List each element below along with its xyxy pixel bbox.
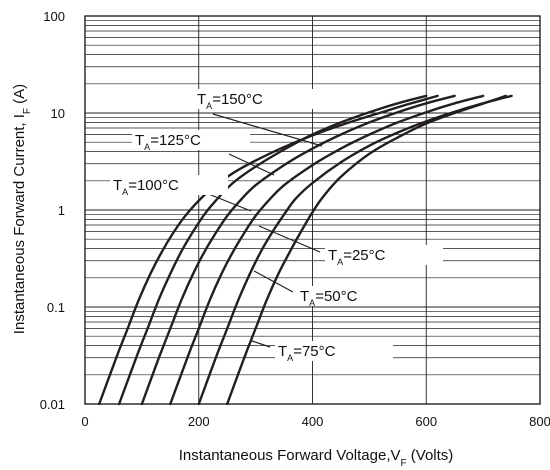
curve-label-prefix: T [135,132,144,149]
curve-label-suffix: =100°C [128,177,179,194]
curve-label-background [275,341,393,361]
curve-label-suffix: =25°C [343,247,385,264]
y-axis-label: Instantaneous Forward Current, IF (A) [11,84,33,334]
curve-labels: TA=150°CTA=125°CTA=100°CTA=25°CTA=50°CTA… [110,89,443,363]
curve-label: TA=25°C [328,247,386,267]
y-tick-label: 0.01 [40,397,65,412]
curve-label: TA=75°C [278,343,336,363]
leader-line [258,225,321,253]
curve-label-suffix: =125°C [150,132,201,149]
curve-label-suffix: =50°C [315,288,357,305]
series-line-3 [140,94,456,406]
x-tick-label: 800 [529,414,550,429]
leader-line [228,153,275,176]
curve-label-prefix: T [278,343,287,360]
leader-line [251,340,271,348]
series-line-4 [117,94,428,406]
leader-line [253,270,294,293]
series-line-2 [169,94,485,406]
curve-label-subscript: A [122,187,128,197]
curve-label-subscript: A [309,298,315,308]
x-tick-label: 200 [188,414,210,429]
curve-label-suffix: =75°C [293,343,335,360]
curve-label: TA=150°C [197,91,263,111]
curve-label-subscript: A [144,142,150,152]
y-tick-label: 10 [51,106,65,121]
curve-label-background [194,89,314,109]
curve-label-suffix: =150°C [212,91,263,108]
curve-label-prefix: T [197,91,206,108]
data-curves [98,94,513,406]
curve-label-prefix: T [113,177,122,194]
curve-label-subscript: A [287,353,293,363]
leader-line [212,113,323,147]
y-tick-label: 1 [58,203,65,218]
curve-label-background [110,175,228,195]
curve-label-prefix: T [328,247,337,264]
curve-label: TA=100°C [113,177,179,197]
leader-line [205,192,252,212]
x-tick-label: 0 [81,414,88,429]
curve-label-background [297,286,415,306]
series-line-0 [226,94,508,406]
x-tick-label: 600 [415,414,437,429]
curve-label-subscript: A [337,257,343,267]
plot-frame [84,15,541,405]
series-line-1 [197,94,513,406]
curve-label-background [132,130,250,150]
x-tick-label: 400 [302,414,324,429]
curve-label-background [325,245,443,265]
x-axis-label: Instantaneous Forward Voltage,VF (Volts) [179,447,454,469]
y-tick-label: 0.1 [47,300,65,315]
label-leaders [205,113,323,348]
tick-labels: 0 200 400 600 800 0.01 0.1 1 10 100 [40,9,550,429]
curve-label-prefix: T [300,288,309,305]
y-tick-label: 100 [43,9,65,24]
curve-label: TA=50°C [300,288,358,308]
curve-label-subscript: A [206,101,212,111]
curve-label: TA=125°C [135,132,201,152]
